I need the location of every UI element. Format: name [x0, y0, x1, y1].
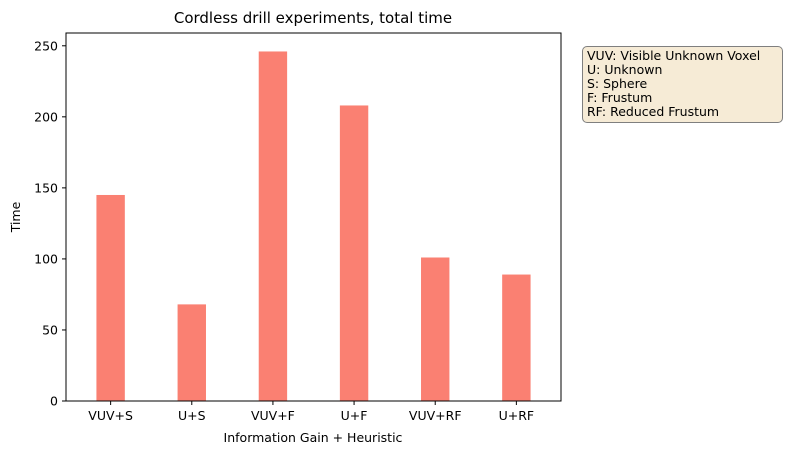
annotation-line: F: Frustum [587, 90, 653, 105]
x-axis-label: Information Gain + Heuristic [224, 430, 403, 445]
y-tick-label: 100 [34, 251, 58, 266]
bar [339, 105, 369, 401]
annotation-line: VUV: Visible Unknown Voxel [587, 48, 761, 63]
y-tick-label: 50 [42, 322, 58, 337]
x-tick-label: VUV+F [251, 408, 295, 423]
bar [502, 274, 531, 401]
annotation-line: S: Sphere [587, 76, 648, 91]
annotation-line: RF: Reduced Frustum [587, 104, 720, 119]
bar [177, 304, 206, 401]
y-tick-label: 250 [34, 38, 58, 53]
x-tick-label: VUV+RF [409, 408, 462, 423]
bar [96, 194, 125, 401]
annotation-line: U: Unknown [587, 62, 663, 77]
chart-title: Cordless drill experiments, total time [174, 9, 452, 27]
plot-area: VUV+S U+S VUV+F U+F VUV+RF U+RF 0 50 100 150 200 25… [34, 32, 562, 423]
y-tick-label: 200 [34, 109, 58, 124]
bar [421, 257, 450, 401]
x-tick-label: U+RF [499, 408, 535, 423]
x-tick-label: VUV+S [88, 408, 133, 423]
y-tick-label: 150 [34, 180, 58, 195]
bar [258, 51, 288, 402]
annotation-box: VUV: Visible Unknown Voxel U: Unknown S:… [582, 46, 783, 123]
x-tick-label: U+F [341, 408, 368, 423]
y-tick-label: 0 [50, 394, 58, 409]
y-axis-label: Time [8, 201, 23, 233]
plot-frame [65, 32, 562, 402]
x-tick-label: U+S [178, 408, 206, 423]
